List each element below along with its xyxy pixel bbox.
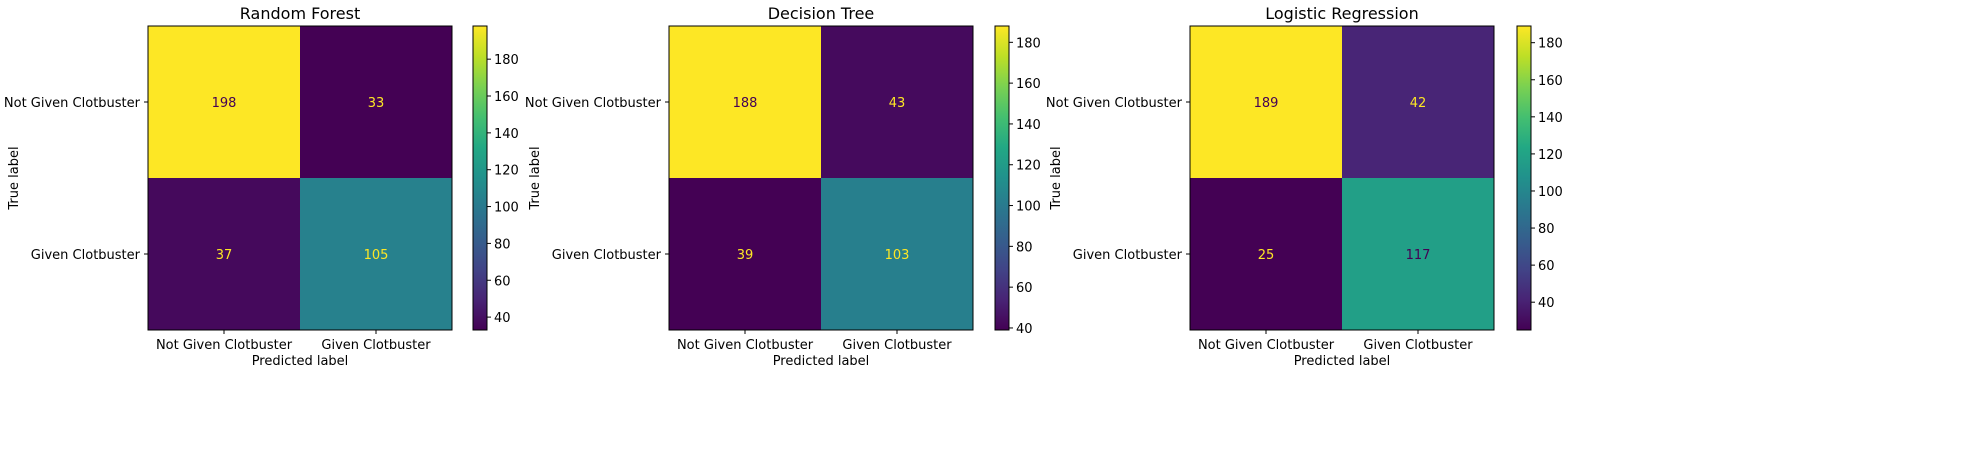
colorbar-tick-label: 80 <box>1538 222 1555 237</box>
colorbar-tick-label: 80 <box>494 237 511 252</box>
y-tick-label: Not Given Clotbuster <box>4 96 141 111</box>
colorbar-tick-label: 40 <box>1016 322 1033 337</box>
matrix-cell <box>300 26 452 178</box>
y-axis-label: True label <box>528 146 543 210</box>
colorbar-tick-label: 100 <box>1538 185 1563 200</box>
cell-value-label: 198 <box>212 96 237 111</box>
colorbar <box>1517 26 1531 330</box>
cell-value-label: 42 <box>1410 96 1427 111</box>
colorbar-tick-label: 140 <box>494 127 519 142</box>
cell-value-label: 189 <box>1254 96 1279 111</box>
cell-value-label: 117 <box>1406 248 1431 263</box>
matrix-cell <box>1190 178 1342 330</box>
colorbar-tick-label: 100 <box>1016 200 1041 215</box>
chart-title: Logistic Regression <box>1265 4 1418 23</box>
colorbar-tick-label: 120 <box>494 164 519 179</box>
colorbar-frame <box>472 25 488 331</box>
colorbar-tick-label: 140 <box>1016 118 1041 133</box>
x-axis-label: Predicted label <box>1294 354 1391 369</box>
y-tick-label: Given Clotbuster <box>31 248 141 263</box>
matrix-cell <box>300 178 452 330</box>
x-axis-label: Predicted label <box>252 354 349 369</box>
x-tick-label: Given Clotbuster <box>1363 338 1473 353</box>
cell-value-label: 188 <box>733 96 758 111</box>
axes-frame <box>1189 25 1495 331</box>
colorbar-frame <box>994 25 1010 331</box>
cell-value-label: 37 <box>216 248 233 263</box>
colorbar-tick-label: 120 <box>1538 148 1563 163</box>
colorbar <box>473 26 487 330</box>
confusion-matrix-3: Logistic Regression 189 42 25 117 Not Given C… <box>1046 4 1563 369</box>
cell-value-label: 43 <box>889 96 906 111</box>
y-tick-label: Given Clotbuster <box>1073 248 1183 263</box>
colorbar-tick-label: 180 <box>1016 36 1041 51</box>
cell-value-label: 33 <box>368 96 385 111</box>
colorbar-tick-label: 120 <box>1016 159 1041 174</box>
colorbar <box>995 26 1009 330</box>
matrix-cell <box>669 26 821 178</box>
confusion-matrix-2: Decision Tree 188 43 39 103 Not Given Clotbus… <box>525 4 1041 369</box>
y-axis-label: True label <box>1049 146 1064 210</box>
x-tick-label: Not Given Clotbuster <box>156 338 293 353</box>
x-tick-label: Not Given Clotbuster <box>677 338 814 353</box>
matrix-cell <box>148 178 300 330</box>
confusion-matrix-1: Random Forest 198 33 37 105 Not Given Clotbus… <box>4 4 519 369</box>
y-axis-label: True label <box>7 146 22 210</box>
cell-value-label: 25 <box>1258 248 1275 263</box>
matrix-cell <box>821 178 973 330</box>
colorbar-tick-label: 180 <box>494 53 519 68</box>
colorbar-tick-label: 40 <box>494 311 511 326</box>
x-tick-label: Not Given Clotbuster <box>1198 338 1335 353</box>
x-tick-label: Given Clotbuster <box>321 338 431 353</box>
colorbar-tick-label: 160 <box>494 90 519 105</box>
chart-title: Random Forest <box>240 4 360 23</box>
axes-frame <box>147 25 453 331</box>
colorbar-tick-label: 60 <box>494 274 511 289</box>
chart-title: Decision Tree <box>768 4 875 23</box>
matrix-cell <box>148 26 300 178</box>
matrix-cell <box>1190 26 1342 178</box>
y-tick-label: Not Given Clotbuster <box>1046 96 1183 111</box>
cell-value-label: 105 <box>364 248 389 263</box>
colorbar-tick-label: 160 <box>1016 77 1041 92</box>
colorbar-tick-label: 60 <box>1538 259 1555 274</box>
x-tick-label: Given Clotbuster <box>842 338 952 353</box>
colorbar-tick-label: 60 <box>1016 281 1033 296</box>
colorbar-tick-label: 40 <box>1538 296 1555 311</box>
y-tick-label: Given Clotbuster <box>552 248 662 263</box>
colorbar-tick-label: 100 <box>494 201 519 216</box>
matrix-cell <box>1342 26 1494 178</box>
cell-value-label: 103 <box>885 248 910 263</box>
x-axis-label: Predicted label <box>773 354 870 369</box>
cell-value-label: 39 <box>737 248 754 263</box>
colorbar-tick-label: 140 <box>1538 111 1563 126</box>
colorbar-tick-label: 160 <box>1538 74 1563 89</box>
matrix-cell <box>1342 178 1494 330</box>
axes-frame <box>668 25 974 331</box>
colorbar-tick-label: 180 <box>1538 37 1563 52</box>
y-tick-label: Not Given Clotbuster <box>525 96 662 111</box>
matrix-cell <box>821 26 973 178</box>
colorbar-frame <box>1516 25 1532 331</box>
matrix-cell <box>669 178 821 330</box>
colorbar-tick-label: 80 <box>1016 240 1033 255</box>
